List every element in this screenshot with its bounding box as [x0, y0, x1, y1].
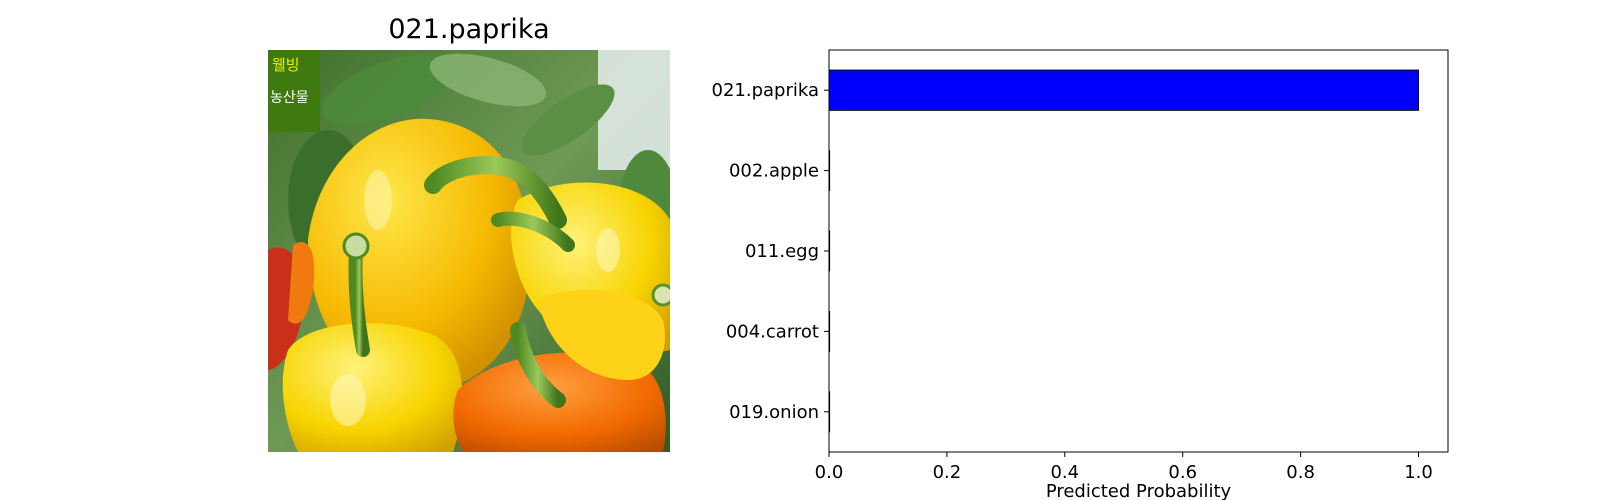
y-tick-label: 019.onion — [729, 402, 819, 423]
y-tick-label: 004.carrot — [726, 321, 819, 342]
x-tick-label: 1.0 — [1404, 462, 1433, 483]
x-tick-label: 0.4 — [1050, 462, 1079, 483]
bar-021-paprika — [828, 69, 1420, 111]
y-tick-label: 011.egg — [745, 241, 819, 262]
x-axis-label: Predicted Probability — [1046, 481, 1232, 500]
x-tick-label: 0.2 — [933, 462, 962, 483]
x-tick-label: 0.6 — [1168, 462, 1197, 483]
y-tick-label: 021.paprika — [712, 80, 820, 101]
watermark-line-1: 웰빙 — [272, 56, 300, 74]
x-tick-label: 0.8 — [1286, 462, 1315, 483]
watermark-line-2: 농산물 — [270, 90, 309, 106]
x-tick-label: 0.0 — [815, 462, 844, 483]
plot-frame — [828, 49, 1449, 453]
paprika-photo: 웰빙 농산물 — [268, 50, 670, 452]
y-tick-label: 002.apple — [729, 161, 819, 182]
image-title: 021.paprika — [388, 14, 550, 45]
